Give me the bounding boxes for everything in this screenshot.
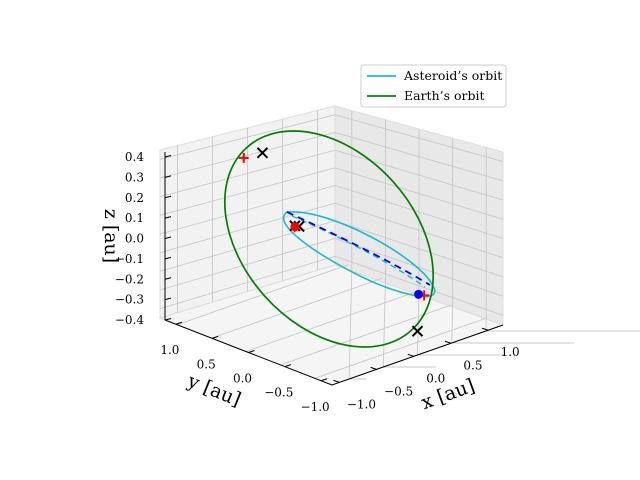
legend-box [360,64,507,108]
z-gridline [159,132,504,182]
z-tick-label: 0.2 [125,191,144,205]
x-tick-label: 0.0 [426,371,445,385]
z-tick-mark [164,297,172,301]
dot-marker [414,289,424,299]
x-tick-label: 1.0 [501,345,520,359]
z-tick-label: 0.3 [125,170,144,184]
y-tick-label: 0.0 [233,372,252,386]
z-tick-label: −0.3 [115,293,144,307]
z-tick-mark [164,175,172,178]
x-tick-mark [407,353,414,357]
plus-marker [238,152,249,163]
z-tick-mark [164,277,172,280]
x-tick-mark [481,327,489,331]
y-tick-mark [284,364,291,368]
y-tick-mark [212,335,219,339]
y-tick-mark [248,350,255,353]
orbits [223,130,436,348]
z-gridline [159,167,504,220]
markers [238,147,430,337]
legend-label-asteroid: Asteroid’s orbit [403,68,502,83]
y-tick-mark [320,378,328,382]
z-tick-mark [164,236,172,239]
x-floor-gridline [417,294,420,356]
z-tick-label: 0.1 [125,211,144,225]
x-axis-line [331,324,504,386]
y-tick-label: 1.0 [160,343,179,357]
y-floor-gridline [211,277,383,339]
x-tick-label: −1.0 [347,397,376,411]
y-tick-label: −1.0 [301,400,330,414]
z-tick-label: −0.1 [115,252,144,266]
z-tick-mark [164,155,172,158]
x-ticks: −1.0 −0.5 0.0 0.5 1.0 [333,327,520,411]
z-gridline [159,238,504,297]
z-ticks: 0.4 0.3 0.2 0.1 0.0 −0.1 −0.2 −0.3 −0.4 [115,150,172,327]
z-tick-mark [164,216,172,219]
x-floor-gridline [451,306,454,344]
y-floor-gridline [245,291,418,352]
z-gridline [159,202,504,259]
z-axis-label: z [au] [100,209,122,263]
x-tick-mark [333,379,340,383]
z-tick-label: −0.2 [115,272,144,286]
x-tick-label: −0.5 [384,384,413,398]
z-tick-mark [164,195,172,199]
x-tick-mark [370,366,377,370]
z-tick-mark [164,256,172,260]
x-tick-label: 0.5 [463,358,482,372]
x-floor-gridline [382,282,386,368]
z-gridline [159,255,504,316]
z-tick-label: 0.4 [125,150,144,164]
y-tick-mark [175,321,183,325]
z-tick-label: −0.4 [115,313,145,327]
y-tick-label: −0.5 [264,386,293,400]
x-marker [256,147,269,159]
asteroid-orbit-inner-line [291,215,426,288]
z-tick-label: 0.0 [125,232,144,246]
z-gridline [159,185,504,239]
z-tick-mark [164,318,172,321]
legend: Asteroid’s orbit Earth’s orbit [360,64,507,108]
earth-orbit-line [223,130,435,348]
legend-label-earth: Earth’s orbit [404,88,485,103]
y-ticks: 1.0 0.5 0.0 −0.5 −1.0 [160,321,330,414]
y-tick-label: 0.5 [197,357,216,371]
x-tick-mark [444,340,452,344]
dot-marker [290,222,300,232]
y-floor-gridline [314,317,486,379]
x-marker [411,325,424,337]
gridlines [159,110,640,380]
z-gridline [159,114,504,163]
transfer-path-line [286,211,431,286]
z-gridline [159,149,504,201]
